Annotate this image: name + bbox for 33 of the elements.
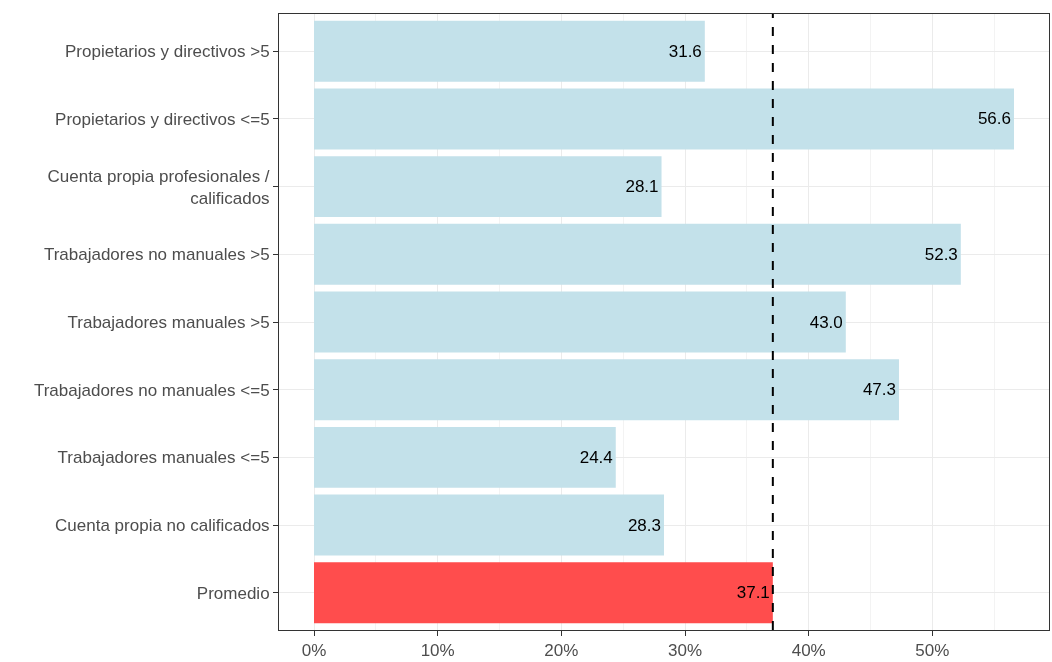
y-tick-label: Promedio xyxy=(196,583,270,603)
data-label: 52.3 xyxy=(924,244,958,264)
bar xyxy=(314,20,705,82)
bar xyxy=(314,562,773,624)
data-label: 28.3 xyxy=(627,515,661,535)
bar xyxy=(314,359,899,421)
x-tick-label: 50% xyxy=(915,641,950,661)
bar xyxy=(314,426,616,488)
data-label: 37.1 xyxy=(736,583,770,603)
bar xyxy=(314,88,1014,150)
y-tick-label: Trabajadores manuales >5 xyxy=(67,312,270,332)
y-tick-label: Cuenta propia no calificados xyxy=(55,516,270,536)
data-label: 31.6 xyxy=(668,41,702,61)
data-label: 56.6 xyxy=(977,109,1011,129)
x-tick-label: 20% xyxy=(544,641,579,661)
y-tick-label: Propietarios y directivos <=5 xyxy=(55,109,270,129)
bar xyxy=(314,156,662,218)
y-tick-label: Trabajadores no manuales >5 xyxy=(43,245,270,265)
bar xyxy=(314,494,664,556)
x-tick-label: 30% xyxy=(668,641,703,661)
bar xyxy=(314,291,846,353)
data-label: 24.4 xyxy=(579,447,613,467)
y-tick-label: Trabajadores manuales <=5 xyxy=(57,448,270,468)
x-tick-label: 0% xyxy=(301,641,327,661)
data-label: 47.3 xyxy=(862,380,896,400)
y-tick-label: Cuenta propia profesionales / calificados xyxy=(47,166,270,208)
data-label: 43.0 xyxy=(809,312,843,332)
x-tick-label: 40% xyxy=(791,641,826,661)
y-tick-label: Trabajadores no manuales <=5 xyxy=(33,380,270,400)
y-tick-label: Propietarios y directivos >5 xyxy=(65,42,270,62)
x-tick-label: 10% xyxy=(420,641,455,661)
data-label: 28.1 xyxy=(625,177,659,197)
bar xyxy=(314,223,961,285)
